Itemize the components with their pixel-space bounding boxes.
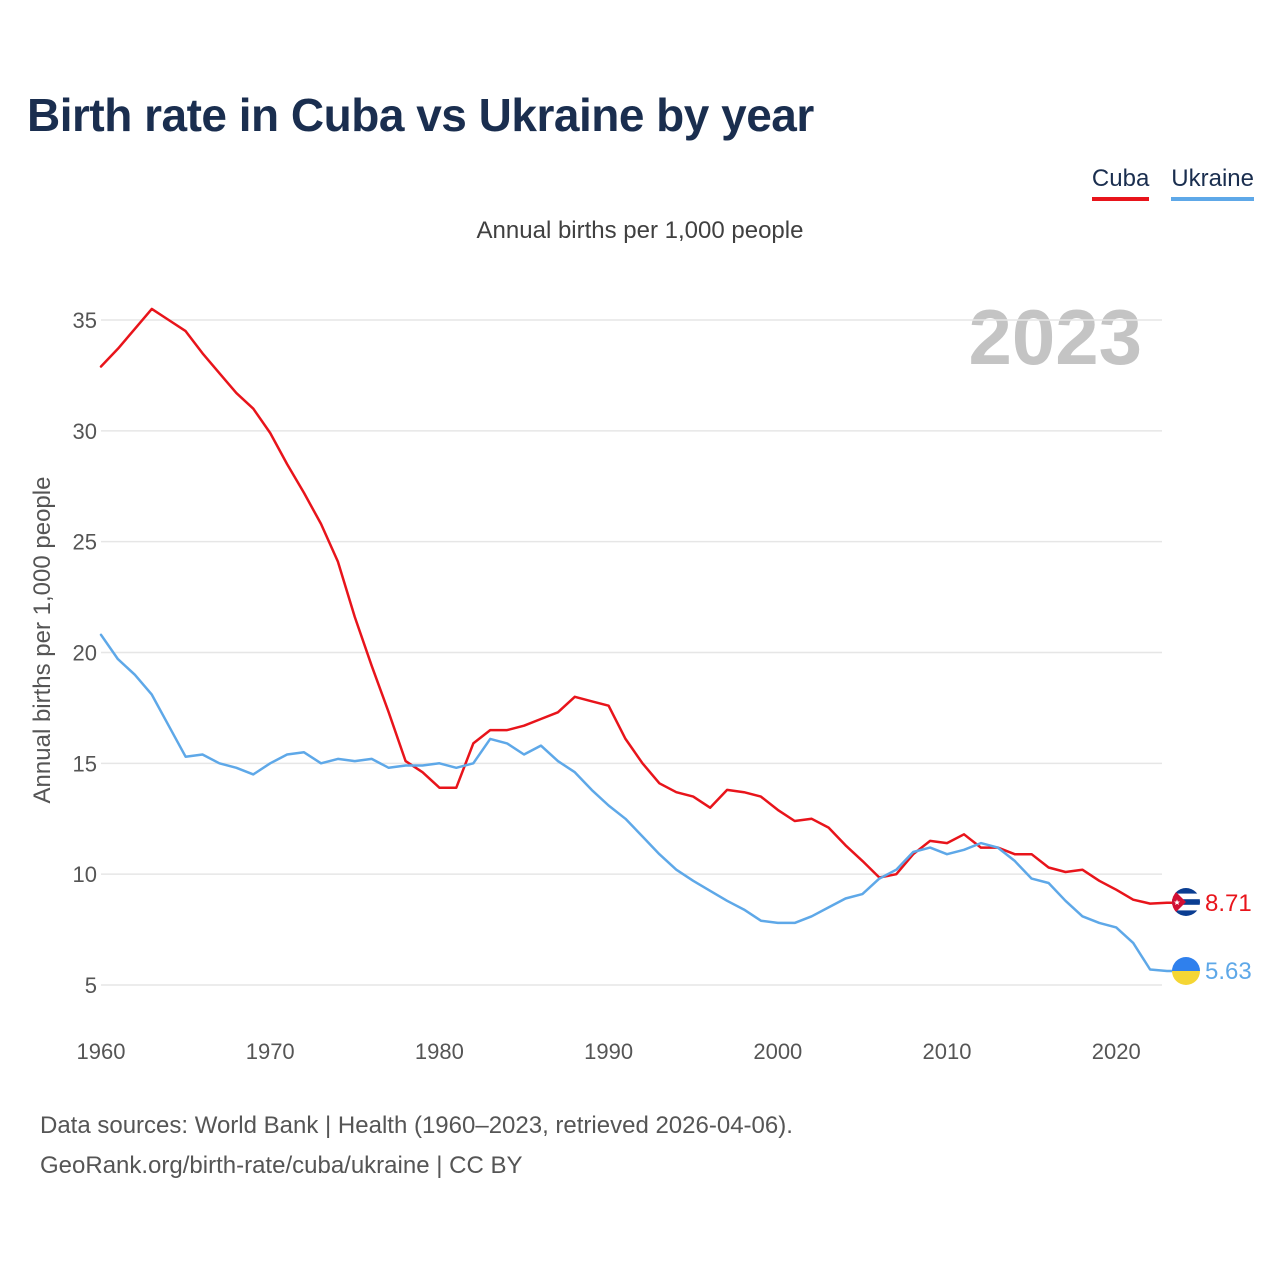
x-tick-label: 1960 [77,1039,126,1064]
end-value-label-cuba: 8.71 [1205,890,1252,917]
chart-title: Birth rate in Cuba vs Ukraine by year [27,89,814,141]
source-line-1: Data sources: World Bank | Health (1960–… [40,1112,793,1139]
end-value-label-ukraine: 5.63 [1205,958,1252,985]
x-tick-label: 2000 [753,1039,802,1064]
x-tick-label: 1980 [415,1039,464,1064]
y-tick-label: 25 [73,530,97,555]
y-tick-label: 15 [73,751,97,776]
y-tick-label: 30 [73,419,97,444]
x-tick-label: 2020 [1092,1039,1141,1064]
chart-subtitle: Annual births per 1,000 people [476,217,804,244]
x-tick-label: 1970 [246,1039,295,1064]
source-note: Data sources: World Bank | Health (1960–… [40,1106,793,1186]
series-line-cuba[interactable] [99,307,1187,905]
cuba-flag-icon [1172,888,1200,916]
y-tick-label: 20 [73,641,97,666]
year-badge: 2023 [968,293,1142,381]
legend-item-cuba[interactable]: Cuba [1091,165,1150,201]
legend-item-ukraine[interactable]: Ukraine [1171,165,1254,201]
series-line-ukraine[interactable] [99,633,1187,973]
source-line-2[interactable]: GeoRank.org/birth-rate/cuba/ukraine | CC… [40,1152,523,1179]
x-tick-label: 1990 [584,1039,633,1064]
ukraine-flag-icon [1172,957,1200,985]
legend: Cuba Ukraine [1091,165,1254,201]
x-tick-label: 2010 [923,1039,972,1064]
y-tick-label: 35 [73,308,97,333]
y-tick-label: 5 [85,973,97,998]
y-tick-label: 10 [73,862,97,887]
